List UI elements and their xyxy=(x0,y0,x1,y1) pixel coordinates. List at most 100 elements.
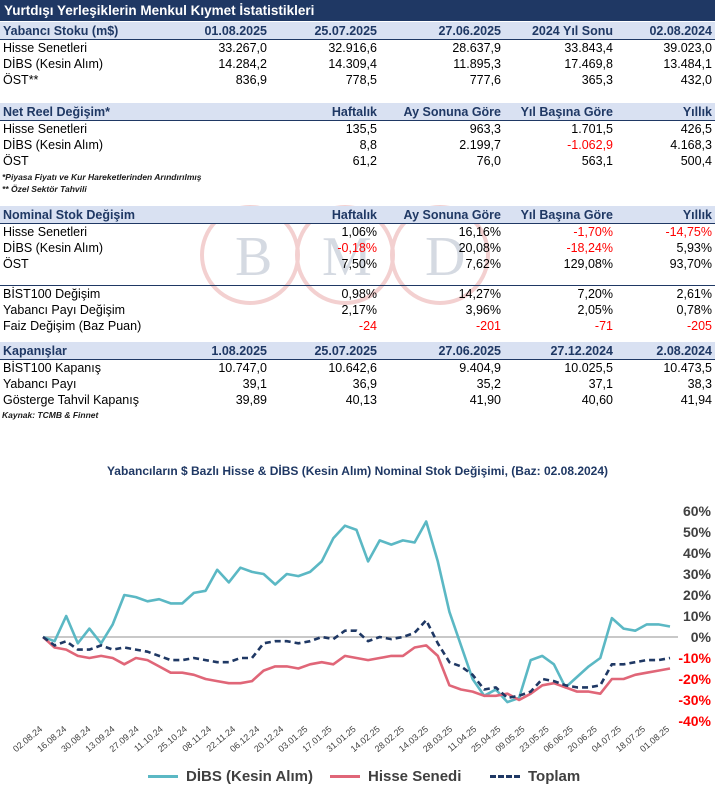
source-note: Kaynak: TCMB & Finnet xyxy=(2,410,99,420)
table-cell: 8,8 xyxy=(359,138,377,152)
table-cell: 365,3 xyxy=(581,73,613,87)
row-label: DİBS (Kesin Alım) xyxy=(3,57,104,71)
table-cell: 93,70% xyxy=(669,257,712,271)
table-cell: 37,1 xyxy=(588,377,613,391)
header-cell: Yıl Başına Göre xyxy=(504,103,616,121)
table-cell: 41,94 xyxy=(680,393,712,407)
table-row: Yabancı Payı Değişim 2,17% 3,96% 2,05% 0… xyxy=(0,302,715,318)
legend-item-dibs: DİBS (Kesin Alım) xyxy=(148,768,313,785)
y-tick-label: 60% xyxy=(683,503,712,519)
header-cell: 2.08.2024 xyxy=(616,342,715,360)
table-row: DİBS (Kesin Alım) -0,18% 20,08% -18,24% … xyxy=(0,240,715,256)
table-cell: 32.916,6 xyxy=(328,41,377,55)
table-row: ÖST 61,2 76,0 563,1 500,4 xyxy=(0,153,715,169)
table-cell: -201 xyxy=(475,319,501,333)
table-row: Yabancı Payı 39,1 36,9 35,2 37,1 38,3 xyxy=(0,376,715,392)
table-cell: 7,62% xyxy=(465,257,501,271)
table-cell: 13.484,1 xyxy=(663,57,712,71)
header-cell: Ay Sonuna Göre xyxy=(380,206,504,224)
table-header-row: Nominal Stok Değişim Haftalık Ay Sonuna … xyxy=(0,206,715,224)
table-cell: 836,9 xyxy=(235,73,267,87)
row-label: ÖST xyxy=(3,257,29,271)
table-cell: 963,3 xyxy=(469,122,501,136)
table-cell: 135,5 xyxy=(345,122,377,136)
series-line-dibs xyxy=(42,520,671,704)
table-cell: 11.895,3 xyxy=(453,57,501,71)
page-title: Yurtdışı Yerleşiklerin Menkul Kıymet İst… xyxy=(0,0,715,21)
header-cell: 2024 Yıl Sonu xyxy=(504,22,616,40)
row-label: ÖST** xyxy=(3,73,39,87)
header-cell: Kapanışlar xyxy=(0,342,166,360)
table-cell: 3,96% xyxy=(465,303,501,317)
table-cell: -18,24% xyxy=(566,241,613,255)
header-cell: Nominal Stok Değişim xyxy=(0,206,270,224)
row-label: Yabancı Payı Değişim xyxy=(3,303,126,317)
table-cell: 14,27% xyxy=(458,287,501,301)
line-chart: 60%50%40%30%20%10%0%-10%-20%-30%-40%02.0… xyxy=(11,503,712,754)
y-tick-label: 50% xyxy=(683,524,712,540)
table-cell: 10.747,0 xyxy=(218,361,267,375)
chart-title: Yabancıların $ Bazlı Hisse & DİBS (Kesin… xyxy=(106,464,609,478)
nominal-change-table: Nominal Stok Değişim Haftalık Ay Sonuna … xyxy=(0,206,715,334)
table-cell: 500,4 xyxy=(680,154,712,168)
row-label: Hisse Senetleri xyxy=(3,225,88,239)
y-tick-label: 30% xyxy=(683,566,712,582)
table-cell: -1.062,9 xyxy=(567,138,613,152)
table-cell: 1,06% xyxy=(341,225,377,239)
table-row: Faiz Değişim (Baz Puan) -24 -201 -71 -20… xyxy=(0,318,715,334)
real-change-table: Net Reel Değişim* Haftalık Ay Sonuna Gör… xyxy=(0,103,715,169)
table-cell: 38,3 xyxy=(687,377,712,391)
svg-text:M: M xyxy=(322,226,372,288)
legend-label: DİBS (Kesin Alım) xyxy=(186,768,313,785)
table-cell: 14.284,2 xyxy=(218,57,267,71)
row-label: Hisse Senetleri xyxy=(3,41,88,55)
table-cell: 39,1 xyxy=(242,377,267,391)
table-cell: 10.473,5 xyxy=(663,361,712,375)
legend-swatch xyxy=(148,775,178,778)
legend-label: Toplam xyxy=(528,768,581,785)
header-cell: 25.07.2025 xyxy=(270,342,380,360)
header-cell: Net Reel Değişim* xyxy=(0,103,270,121)
header-cell: Yabancı Stoku (m$) xyxy=(0,22,166,40)
svg-text:D: D xyxy=(425,226,465,288)
table-cell: 1.701,5 xyxy=(571,122,613,136)
row-label: DİBS (Kesin Alım) xyxy=(3,138,104,152)
header-cell: 25.07.2025 xyxy=(270,22,380,40)
table-cell: 2.199,7 xyxy=(459,138,501,152)
table-cell: 76,0 xyxy=(476,154,501,168)
y-tick-label: -20% xyxy=(678,671,711,687)
table-cell: 10.025,5 xyxy=(564,361,613,375)
table-cell: 0,98% xyxy=(341,287,377,301)
table-row: Gösterge Tahvil Kapanış 39,89 40,13 41,9… xyxy=(0,392,715,408)
stock-table: Yabancı Stoku (m$) 01.08.2025 25.07.2025… xyxy=(0,22,715,88)
y-tick-label: 40% xyxy=(683,545,712,561)
table-cell: 129,08% xyxy=(563,257,613,271)
table-cell: 41,90 xyxy=(469,393,501,407)
y-tick-label: -40% xyxy=(678,713,711,729)
table-cell: 4.168,3 xyxy=(670,138,712,152)
table-cell: 2,61% xyxy=(676,287,712,301)
table-row: Hisse Senetleri 135,5 963,3 1.701,5 426,… xyxy=(0,121,715,138)
table-row: DİBS (Kesin Alım) 14.284,2 14.309,4 11.8… xyxy=(0,56,715,72)
table-cell: 432,0 xyxy=(680,73,712,87)
table-row: Hisse Senetleri 1,06% 16,16% -1,70% -14,… xyxy=(0,224,715,241)
series-line-toplam xyxy=(42,618,671,700)
row-label: ÖST xyxy=(3,154,29,168)
table-cell: 17.469,8 xyxy=(564,57,613,71)
row-label: Faiz Değişim (Baz Puan) xyxy=(3,319,142,333)
table-cell: 778,5 xyxy=(345,73,377,87)
table-row: Hisse Senetleri 33.267,0 32.916,6 28.637… xyxy=(0,40,715,57)
header-cell: Haftalık xyxy=(270,206,380,224)
y-tick-label: -10% xyxy=(678,650,711,666)
table-row: BİST100 Kapanış 10.747,0 10.642,6 9.404,… xyxy=(0,360,715,377)
table-cell: 7,20% xyxy=(577,287,613,301)
table-cell: 33.843,4 xyxy=(564,41,613,55)
row-label: Yabancı Payı xyxy=(3,377,77,391)
y-tick-label: 0% xyxy=(691,629,712,645)
y-tick-label: 20% xyxy=(683,587,712,603)
footnote: *Piyasa Fiyatı ve Kur Hareketlerinden Ar… xyxy=(2,172,202,182)
table-row: ÖST** 836,9 778,5 777,6 365,3 432,0 xyxy=(0,72,715,88)
y-tick-label: 10% xyxy=(683,608,712,624)
table-cell: 36,9 xyxy=(352,377,377,391)
table-cell: 61,2 xyxy=(352,154,377,168)
